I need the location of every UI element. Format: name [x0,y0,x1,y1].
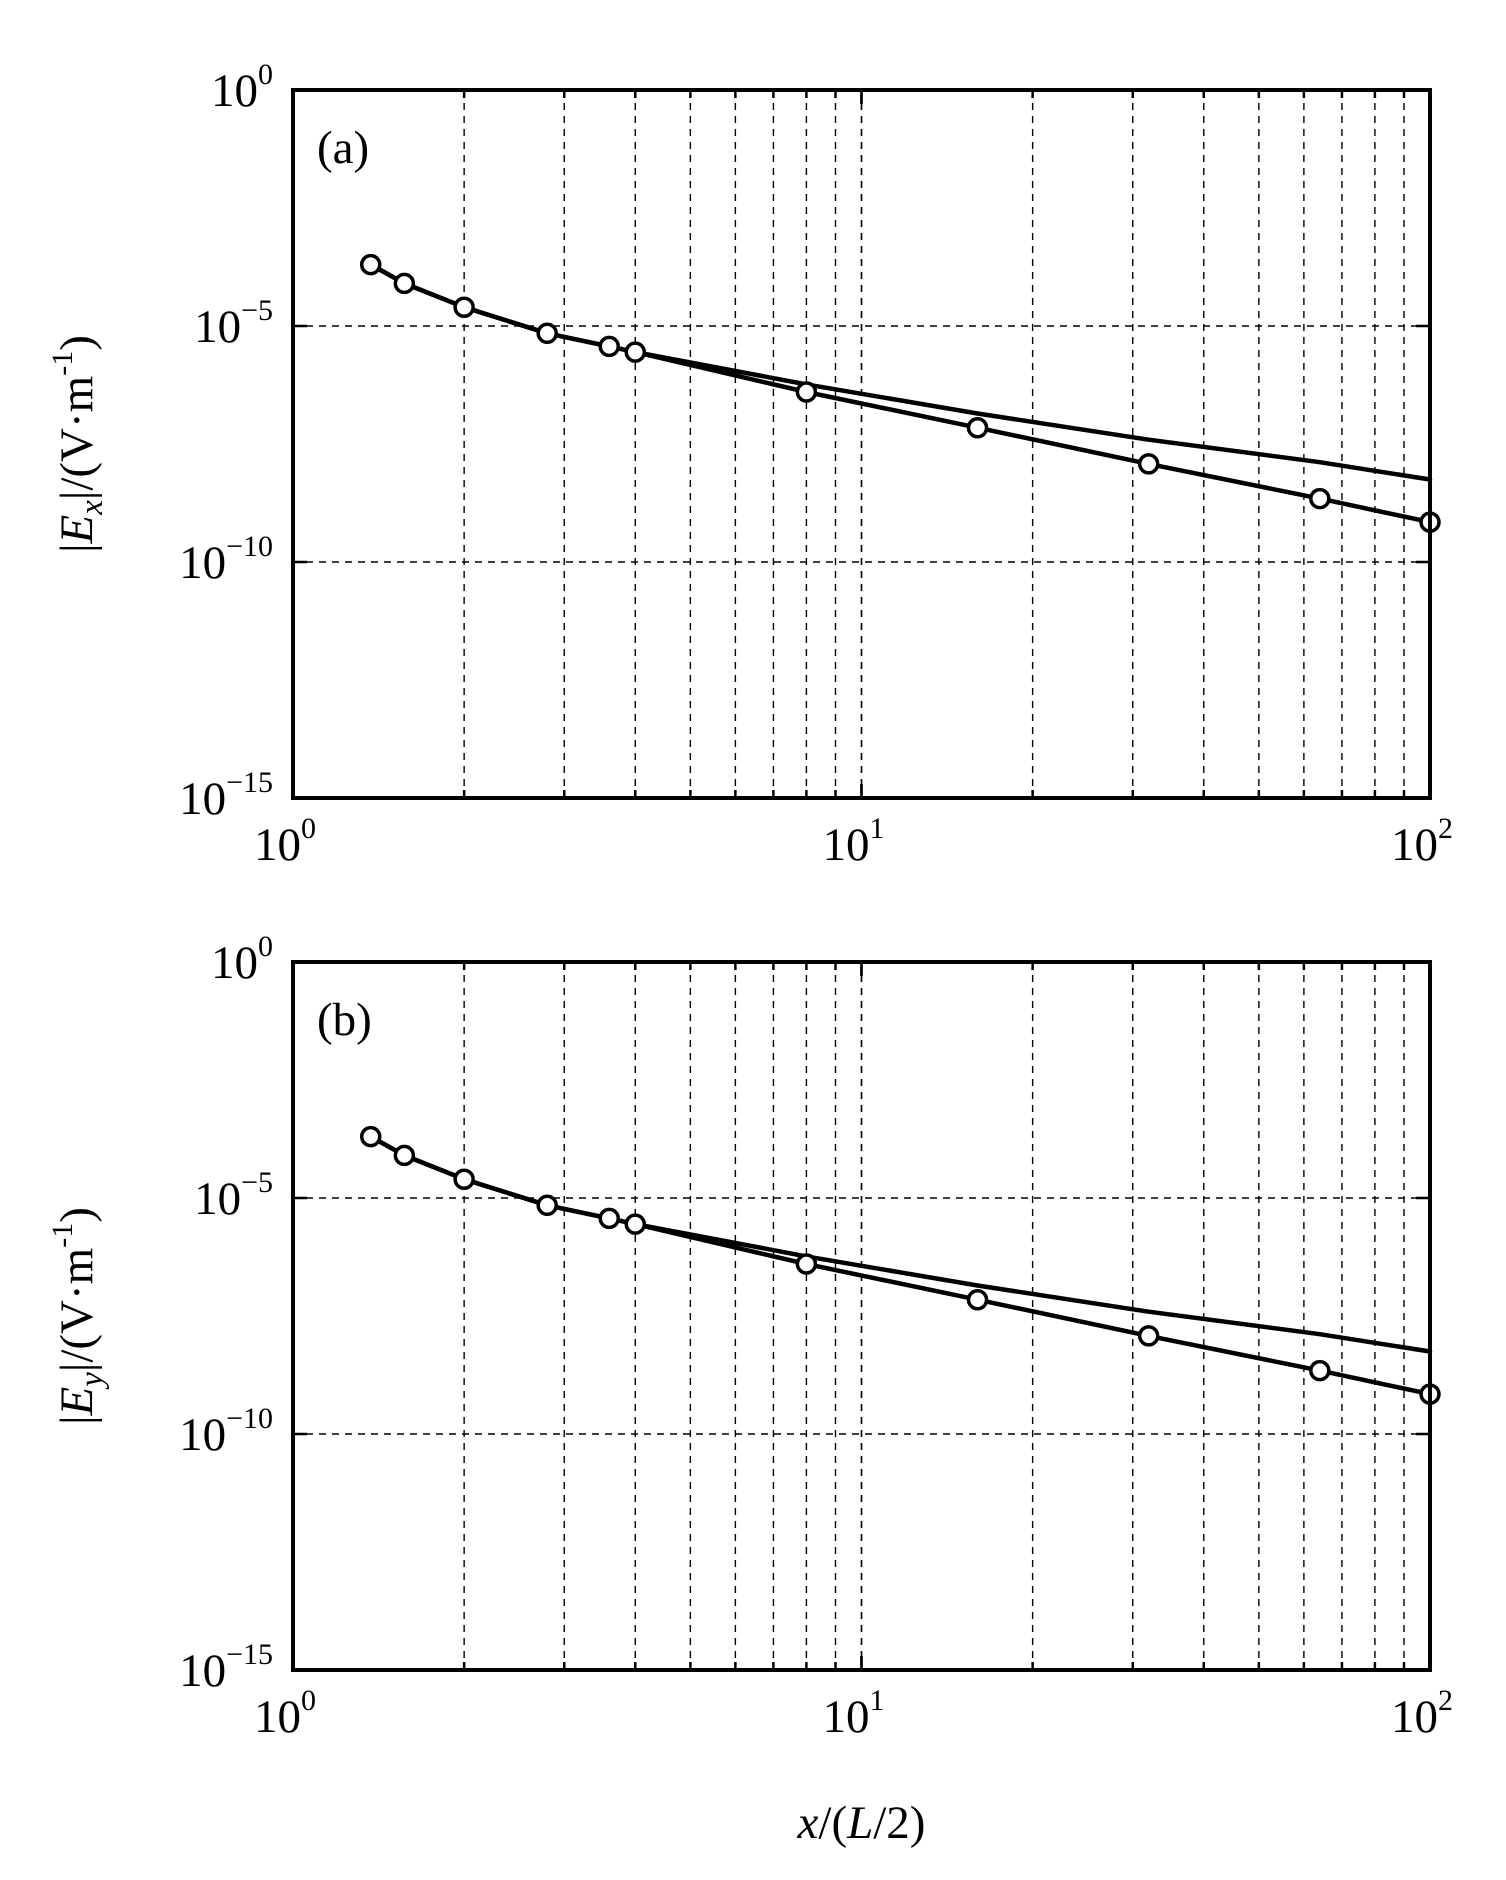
panel-b-grid [293,962,1430,1670]
panel-b-ytick-label: 10−10 [179,1402,273,1461]
panel-b-ticks [291,960,1432,1672]
panel-b-series-1-point [1137,1325,1160,1347]
panel-a-ytick-label: 10−5 [194,294,273,353]
panel-b-series-1-point [598,1207,621,1230]
panel-a-series-1-point [536,322,558,345]
panel-a-ytick-label: 10−15 [179,766,273,825]
panel-b-series-1-point [453,1168,475,1190]
panel-a-xtick-label: 102 [1391,812,1453,871]
panel-a-xtick-label: 100 [254,812,316,871]
panel-a-xtick-label: 101 [823,812,885,871]
panel-b-label: (b) [317,994,372,1046]
panel-a-series-1-point [453,296,475,318]
panel-b-series-1-point [1309,1359,1331,1382]
panel-b-series-1-point [359,1125,382,1148]
panel-b-ylabel: |Ey|/(V·m-1) [46,1207,110,1425]
panel-b: 100 101 102 100 10−5 10−10 10−15 (b) |Ey|/(V·m… [46,930,1453,1743]
panel-a-series-1-line [368,262,1433,525]
panel-a-series-1-point [966,416,989,439]
panel-a-ytick-label: 10−10 [179,530,273,589]
panel-b-ytick-label: 10−15 [179,1638,273,1697]
panel-b-ytick-label: 100 [211,930,273,989]
panel-b-xtick-label: 101 [823,1684,885,1743]
panel-a-ylabel: |Ex|/(V·m-1) [46,335,110,553]
panel-a-ticks [291,88,1432,800]
x-axis-title: x/(L/2) [797,1797,926,1849]
panel-b-series-1-point [966,1288,989,1311]
panel-b-series-1-line [368,1134,1433,1397]
panel-b-series [359,1125,1441,1405]
panel-b-tick-labels: 100 101 102 100 10−5 10−10 10−15 [179,930,1453,1743]
panel-a-series-1-point [598,335,621,358]
panel-a-series-1-point [1137,453,1160,475]
panel-a-series-1-point [1309,487,1331,510]
panel-a-series-1-point [624,341,647,363]
panel-b-xtick-label: 100 [254,1684,316,1743]
panel-b-series-1-point [795,1253,818,1275]
panel-b-series-1-point [624,1213,647,1235]
panel-a-tick-labels: 100 101 102 100 10−5 10−10 10−15 [179,58,1453,871]
panel-a-series-2-line [368,262,1433,482]
panel-a-series-1-point [359,253,382,276]
panel-a-label: (a) [317,122,369,174]
panel-b-ytick-label: 10−5 [194,1166,273,1225]
panel-a-grid [293,90,1430,798]
panel-a-series-1-point [393,272,416,295]
panel-a-ytick-label: 100 [211,58,273,117]
panel-b-series-1-point [536,1194,558,1217]
panel-a-series [359,253,1441,533]
panel-b-series-1-point [393,1144,416,1167]
panel-a: 100 101 102 100 10−5 10−10 10−15 (a) |Ex|/(V·m… [46,58,1453,871]
panel-b-series-2-line [368,1134,1433,1354]
panel-b-xtick-label: 102 [1391,1684,1453,1743]
panel-a-series-1-point [795,381,818,403]
